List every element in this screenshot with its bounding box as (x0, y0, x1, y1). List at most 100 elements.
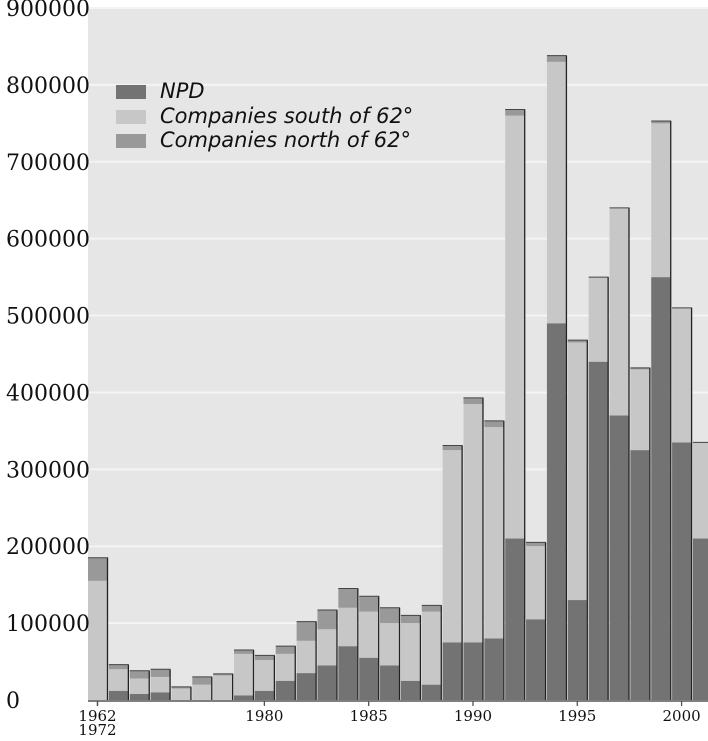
bar-segment (588, 361, 608, 700)
bar-segment (213, 675, 233, 700)
x-tick-label: 2000 (662, 707, 700, 725)
bar-segment (171, 688, 191, 700)
bar-segment (213, 673, 233, 676)
bar-segment (484, 420, 504, 428)
bar-segment (234, 695, 254, 700)
bar-segment (442, 445, 462, 451)
x-tick-label: 1995 (558, 707, 596, 725)
bar-segment (672, 442, 692, 700)
bar-segment (129, 678, 149, 694)
bar-segment (609, 207, 629, 416)
y-tick-label: 600000 (6, 228, 90, 253)
legend-label: Companies south of 62° (160, 104, 413, 128)
bar-segment (484, 427, 504, 639)
bar-segment (380, 623, 400, 666)
bar-segment (338, 607, 358, 647)
bar-segment (234, 653, 254, 696)
bar-segment (380, 665, 400, 700)
bar-segment (359, 657, 379, 700)
bar-segment (692, 442, 708, 539)
bar-segment (567, 340, 587, 343)
y-tick-label: 400000 (6, 381, 90, 406)
x-tick-label: 1972 (78, 721, 116, 739)
bar-segment (526, 542, 546, 547)
x-tick-label: 1985 (350, 707, 388, 725)
y-tick-label: 500000 (6, 305, 90, 330)
bars (88, 55, 708, 700)
bar-segment (171, 686, 191, 689)
x-tick-label: 1990 (454, 707, 492, 725)
bar-segment (421, 684, 441, 700)
bar-segment (380, 607, 400, 624)
bar-segment (442, 642, 462, 700)
bar-segment (526, 619, 546, 700)
bar-segment (421, 605, 441, 612)
bar-segment (630, 369, 650, 451)
y-tick-label: 200000 (6, 535, 90, 560)
bar-segment (546, 61, 566, 324)
bar-segment (546, 323, 566, 700)
bar-segment (588, 277, 608, 362)
bar-segment (463, 397, 483, 404)
bar-segment (359, 596, 379, 612)
legend-label: Companies north of 62° (160, 128, 411, 152)
bar-segment (192, 676, 212, 685)
bar-segment (275, 653, 295, 681)
bar-segment (275, 646, 295, 654)
bar-segment (421, 611, 441, 685)
bar-segment (254, 655, 274, 661)
bar-segment (296, 640, 316, 674)
bar-segment (254, 690, 274, 700)
gridlines (88, 7, 708, 625)
bar-segment (505, 109, 525, 116)
bar-segment (546, 55, 566, 62)
bar-segment (567, 342, 587, 601)
legend-swatch (116, 110, 146, 124)
x-tick-label: 1962 (78, 707, 116, 725)
bar-segment (400, 615, 420, 624)
bar-segment (463, 642, 483, 700)
bar-segment (400, 623, 420, 681)
legend-label: NPD (160, 79, 205, 103)
y-tick-label: 100000 (6, 612, 90, 637)
bar-segment (359, 611, 379, 658)
bar-segment (317, 665, 337, 700)
bar-segment (317, 610, 337, 630)
bar-segment (338, 646, 358, 700)
bar-segment (505, 538, 525, 700)
bar-segment (505, 115, 525, 539)
bar-segment (150, 669, 170, 677)
bar-segment (672, 307, 692, 443)
bar-segment (526, 546, 546, 620)
bar-segment (254, 660, 274, 691)
bar-segment (275, 680, 295, 700)
bar-segment (442, 450, 462, 643)
bar-segment (630, 367, 650, 370)
y-tick-label: 900000 (6, 0, 90, 22)
bar-segment (651, 277, 671, 700)
bar-segment (129, 670, 149, 679)
bar-segment (192, 684, 212, 700)
bar-segment (108, 664, 128, 670)
bar-segment (88, 580, 107, 700)
bar-segment (651, 123, 671, 278)
bar-segment (567, 600, 587, 700)
bar-segment (108, 690, 128, 700)
bar-segment (317, 629, 337, 666)
x-tick-label: 1980 (245, 707, 283, 725)
bar-segment (88, 557, 107, 581)
legend-swatch (116, 85, 146, 99)
bar-segment (609, 415, 629, 700)
bar-segment (692, 538, 708, 700)
y-axis: 0 100000 200000 300000 400000 500000 600000 700… (6, 0, 90, 714)
y-tick-label: 300000 (6, 458, 90, 483)
bar-segment (108, 669, 128, 691)
bar-segment (150, 692, 170, 700)
bar-segment (651, 121, 671, 124)
bar-segment (338, 588, 358, 608)
y-tick-label: 800000 (6, 74, 90, 99)
bar-segment (296, 673, 316, 700)
